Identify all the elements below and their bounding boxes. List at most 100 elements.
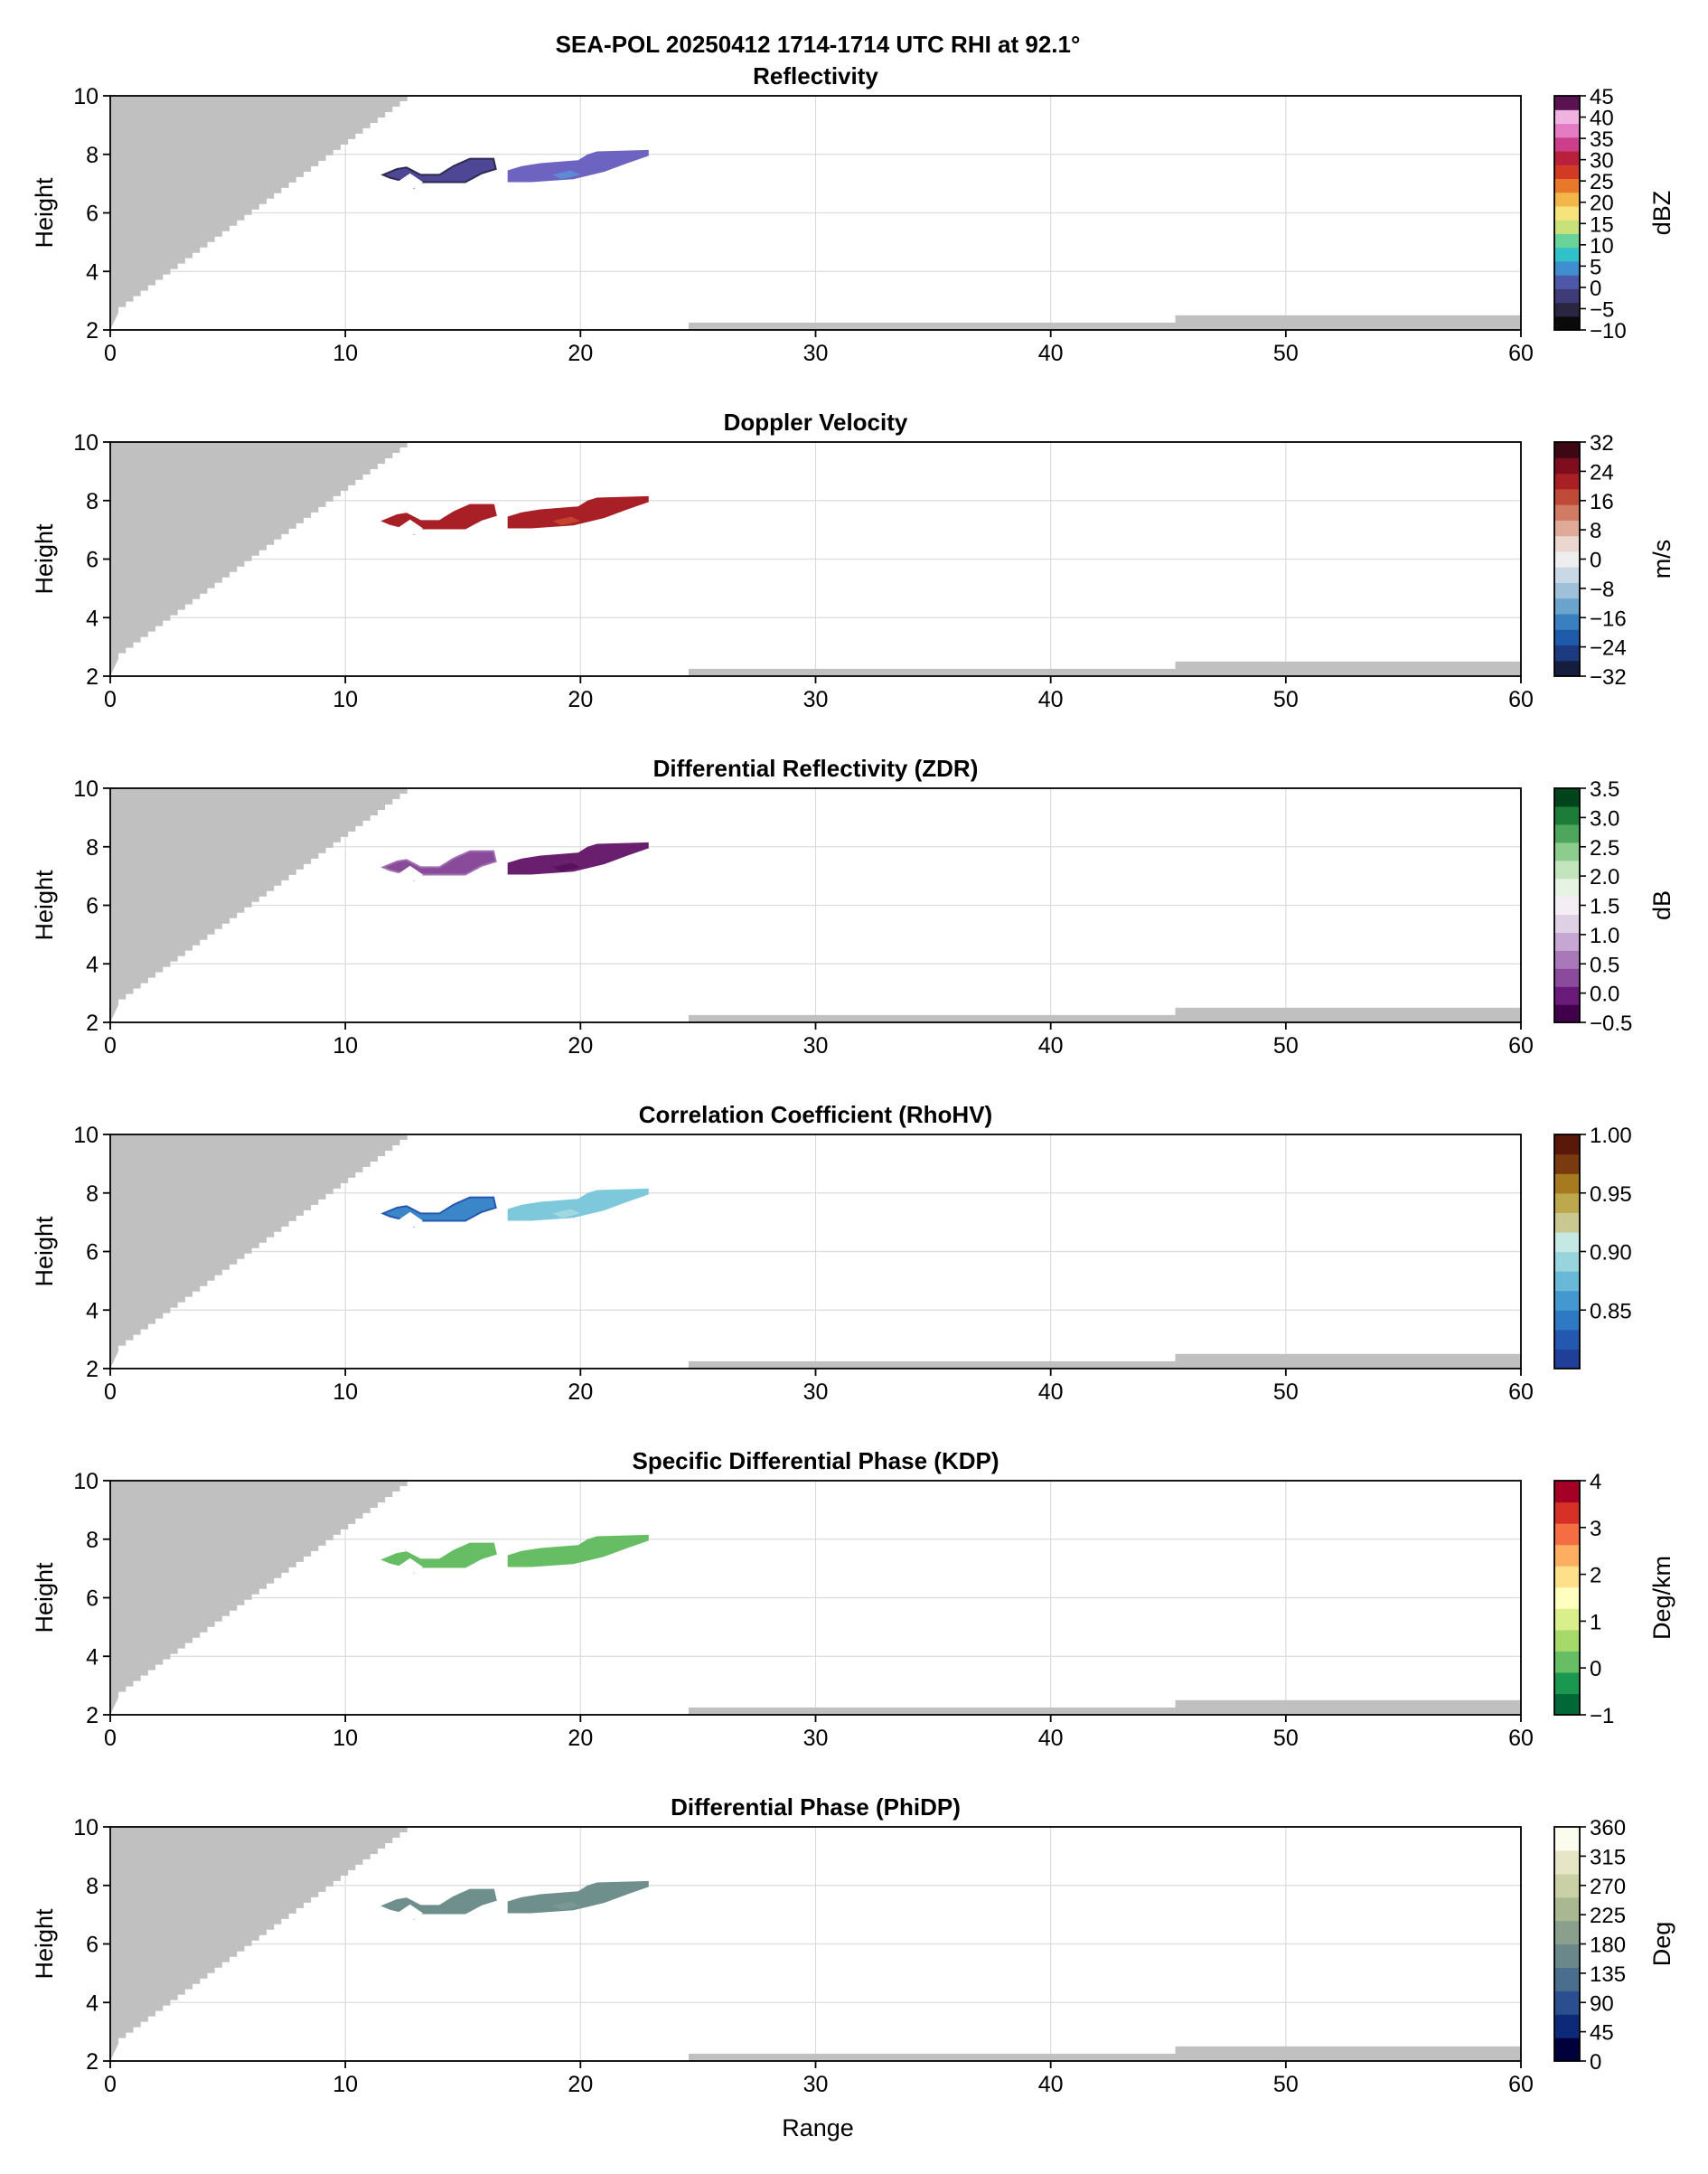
colorbar-segment: [1554, 968, 1580, 987]
x-tick-label: 60: [1508, 341, 1534, 366]
colorbar-segment: [1554, 932, 1580, 951]
x-tick-label: 40: [1038, 2072, 1064, 2097]
colorbar-tick-label: 1: [1590, 1610, 1601, 1634]
x-tick-label: 40: [1038, 1379, 1064, 1405]
echo-core: [552, 862, 581, 872]
y-tick-label: 10: [73, 1469, 99, 1494]
blocked-strip-far: [1175, 2046, 1521, 2061]
echo-cell-right: [507, 1188, 649, 1221]
panel-title: Reflectivity: [753, 62, 878, 89]
x-tick-label: 60: [1508, 1379, 1534, 1405]
colorbar-segment: [1554, 165, 1580, 180]
colorbar-segment: [1554, 1544, 1580, 1567]
colorbar-segment: [1554, 582, 1580, 599]
colorbar-segment: [1554, 260, 1580, 276]
colorbar-tick-label: 0.95: [1590, 1182, 1632, 1207]
colorbar-segment: [1554, 1849, 1580, 1875]
colorbar-segment: [1554, 1629, 1580, 1652]
colorbar-tick-label: 5: [1590, 255, 1601, 279]
colorbar-tick-label: 35: [1590, 127, 1614, 152]
y-tick-label: 10: [73, 1815, 99, 1840]
x-tick-label: 0: [104, 1033, 117, 1059]
echo-gap: [397, 865, 424, 884]
x-tick-label: 20: [568, 687, 593, 712]
colorbar-tick-label: 3: [1590, 1517, 1601, 1541]
colorbar-segment: [1554, 233, 1580, 249]
y-tick-label: 2: [86, 2049, 99, 2075]
colorbar-segment: [1554, 1212, 1580, 1233]
y-tick-label: 8: [86, 1874, 99, 1899]
colorbar-segment: [1554, 950, 1580, 969]
panel-title: Doppler Velocity: [724, 409, 908, 436]
y-tick-label: 4: [86, 259, 99, 285]
y-axis-label: Height: [31, 870, 58, 941]
colorbar-segment: [1554, 1651, 1580, 1673]
colorbar-segment: [1554, 504, 1580, 521]
blocked-beam-region: [110, 1827, 415, 2061]
colorbar-segment: [1554, 629, 1580, 646]
colorbar-frame: [1553, 1480, 1581, 1716]
colorbar-tick-label: 2.0: [1590, 865, 1619, 889]
x-tick-label: 10: [333, 1379, 358, 1405]
blocked-strip-near: [689, 322, 1176, 330]
colorbar-tick-label: 30: [1590, 149, 1614, 174]
colorbar-segment: [1554, 598, 1580, 615]
y-tick-label: 10: [73, 1123, 99, 1148]
y-tick-label: 2: [86, 318, 99, 344]
x-axis-label: Range: [782, 2114, 854, 2141]
y-tick-label: 8: [86, 1528, 99, 1553]
x-tick-label: 0: [104, 1726, 117, 1751]
colorbar-tick-label: −24: [1590, 636, 1627, 661]
colorbar-tick-label: 0: [1590, 277, 1601, 301]
x-tick-label: 10: [333, 1726, 358, 1751]
blocked-strip-near: [689, 1707, 1176, 1715]
x-tick-label: 40: [1038, 687, 1064, 712]
x-tick-label: 30: [803, 341, 829, 366]
colorbar-segment: [1554, 442, 1580, 458]
colorbar-segment: [1554, 205, 1580, 221]
chart-panel: 0 10 20 30 40 50 60 2 4 6 8 10 Differential Phase (P…: [31, 1793, 1675, 2097]
x-tick-label: 0: [104, 2072, 117, 2097]
y-tick-label: 8: [86, 1181, 99, 1207]
colorbar-tick-label: 0.0: [1590, 983, 1619, 1007]
x-tick-label: 40: [1038, 1726, 1064, 1751]
x-tick-label: 60: [1508, 1033, 1534, 1059]
echo-core: [552, 1555, 581, 1565]
x-tick-label: 50: [1273, 1379, 1299, 1405]
colorbar-tick-label: 180: [1590, 1934, 1626, 1958]
echo-cell-right: [507, 842, 649, 875]
colorbar-segment: [1554, 1251, 1580, 1272]
x-tick-label: 50: [1273, 341, 1299, 366]
y-axis-label: Height: [31, 523, 58, 595]
colorbar-tick-label: 0: [1590, 549, 1601, 573]
figure-title: SEA-POL 20250412 1714-1714 UTC RHI at 92…: [556, 31, 1081, 58]
colorbar-tick-label: 0.85: [1590, 1299, 1632, 1323]
blocked-beam-region: [110, 788, 415, 1022]
blocked-beam-region: [110, 442, 415, 676]
colorbar-segment: [1554, 2038, 1580, 2062]
colorbar-tick-label: 2.5: [1590, 836, 1619, 861]
colorbar-tick-label: 20: [1590, 192, 1614, 216]
colorbar-segment: [1554, 1290, 1580, 1311]
colorbar-tick-label: 0.5: [1590, 953, 1619, 977]
colorbar-tick-label: 8: [1590, 519, 1601, 543]
colorbar-tick-label: 1.5: [1590, 895, 1619, 919]
blocked-strip-far: [1175, 315, 1521, 330]
x-tick-label: 20: [568, 341, 593, 366]
panel-title: Correlation Coefficient (RhoHV): [639, 1101, 992, 1128]
x-tick-label: 30: [803, 1726, 829, 1751]
colorbar-segment: [1554, 315, 1580, 331]
colorbar-tick-label: 90: [1590, 1991, 1614, 2016]
colorbar-segment: [1554, 302, 1580, 317]
colorbar-segment: [1554, 1827, 1580, 1851]
y-tick-label: 6: [86, 894, 99, 919]
colorbar-segment: [1554, 457, 1580, 475]
y-tick-label: 10: [73, 430, 99, 456]
colorbar-tick-label: 1.00: [1590, 1124, 1632, 1148]
y-tick-label: 10: [73, 84, 99, 109]
panel-title: Differential Phase (PhiDP): [671, 1793, 961, 1821]
colorbar-segment: [1554, 473, 1580, 490]
colorbar-segment: [1554, 488, 1580, 505]
